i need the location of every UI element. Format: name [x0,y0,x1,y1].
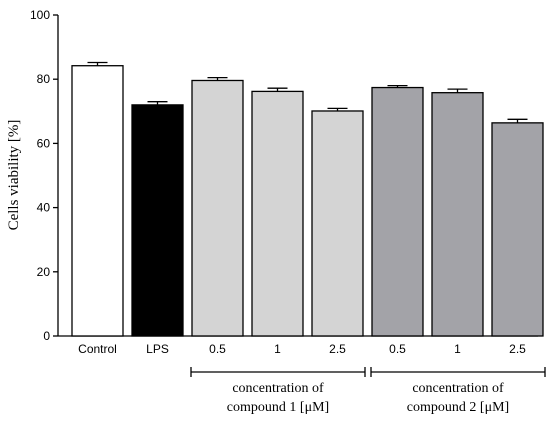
group-label-line1: concentration of [232,381,324,396]
y-tick-label: 80 [37,72,51,86]
x-tick-label: Control [78,342,117,356]
y-tick-label: 40 [37,201,51,215]
bar [71,65,124,337]
bar [131,104,184,337]
bar [371,86,424,337]
x-tick-label: 0.5 [389,342,406,356]
y-axis-title: Cells viability [%] [6,120,22,231]
group-label-line2: compound 1 [μM] [227,400,329,415]
bar [491,122,544,337]
y-axis: 0 20 40 60 80 100 [30,8,59,343]
y-tick-label: 0 [43,329,50,343]
x-axis: Control LPS 0.5 1 2.5 0.5 1 2.5 [58,335,538,356]
x-tick-label: 1 [274,342,281,356]
y-tick-label: 100 [30,8,50,22]
x-tick-label: 2.5 [509,342,526,356]
y-tick-label: 20 [37,265,51,279]
bar [431,92,484,337]
bar [311,110,364,337]
x-tick-label: 1 [454,342,461,356]
bar [251,90,304,337]
y-tick-label: 60 [37,136,51,150]
group-label-line1: concentration of [412,381,504,396]
bar [191,79,244,337]
x-tick-label: 0.5 [209,342,226,356]
bars [71,61,544,337]
x-tick-label: 2.5 [329,342,346,356]
x-tick-label: LPS [146,342,169,356]
group-brackets: concentration of compound 1 [μM] concentra… [190,367,546,415]
group-label-line2: compound 2 [μM] [407,400,509,415]
